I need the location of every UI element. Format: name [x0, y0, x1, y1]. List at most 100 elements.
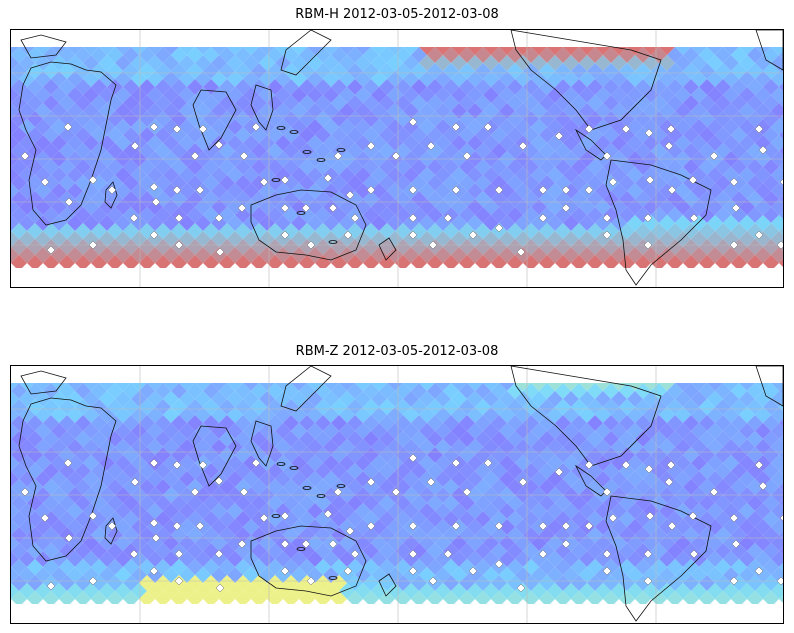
- station-marker: [88, 576, 98, 586]
- station-marker: [602, 151, 612, 161]
- data-cell: [459, 591, 475, 607]
- station-marker: [64, 197, 74, 207]
- coastline: [104, 181, 118, 209]
- panel-title-top: RBM-H 2012-03-05-2012-03-08: [295, 7, 499, 22]
- data-cell: [779, 227, 783, 235]
- coastline: [250, 84, 274, 131]
- data-cell: [11, 135, 19, 151]
- station-marker: [758, 145, 768, 155]
- coastline: [104, 517, 118, 545]
- data-cell: [11, 591, 27, 607]
- data-cell: [771, 135, 783, 151]
- station-marker: [688, 511, 698, 521]
- data-cell: [395, 591, 411, 607]
- data-cell: [11, 55, 19, 71]
- coastline: [605, 159, 712, 286]
- data-cell: [779, 131, 783, 139]
- station-marker: [333, 487, 343, 497]
- data-cell: [123, 255, 139, 271]
- data-cell: [779, 99, 783, 107]
- station-marker: [666, 460, 676, 470]
- map-margin-bottom: [11, 604, 783, 623]
- island-outline: [271, 178, 281, 182]
- station-marker: [237, 539, 247, 549]
- map-margin-top: [11, 366, 783, 383]
- data-cell: [555, 591, 571, 607]
- station-marker: [554, 131, 564, 141]
- station-marker: [214, 549, 224, 559]
- station-marker: [426, 141, 436, 151]
- data-cell: [771, 71, 783, 87]
- data-cell: [771, 423, 783, 439]
- data-cell: [771, 583, 783, 599]
- station-marker: [729, 177, 739, 187]
- data-cell: [771, 199, 783, 215]
- station-marker: [602, 230, 612, 240]
- station-marker: [345, 526, 355, 536]
- station-marker: [301, 203, 311, 213]
- station-marker: [644, 464, 654, 474]
- station-marker: [688, 175, 698, 185]
- station-marker: [462, 487, 472, 497]
- station-marker: [63, 458, 73, 468]
- coastline: [510, 366, 662, 467]
- island-outline: [289, 130, 299, 134]
- data-cell: [443, 255, 459, 271]
- data-cell: [11, 439, 19, 455]
- data-cell: [771, 247, 783, 263]
- data-cell: [11, 471, 19, 487]
- station-marker: [754, 566, 764, 576]
- data-cell: [43, 255, 59, 271]
- station-marker: [280, 175, 290, 185]
- data-cell: [635, 255, 651, 271]
- data-cell: [219, 591, 235, 607]
- station-marker: [215, 247, 225, 257]
- data-cell: [771, 55, 783, 71]
- data-cell: [11, 583, 19, 599]
- station-marker: [729, 513, 739, 523]
- station-marker: [645, 511, 655, 521]
- station-marker: [149, 230, 159, 240]
- data-cell: [267, 255, 283, 271]
- data-cell: [491, 591, 507, 607]
- station-marker: [754, 230, 764, 240]
- station-marker: [408, 117, 418, 127]
- data-cell: [11, 199, 19, 215]
- station-marker: [608, 177, 618, 187]
- station-marker: [280, 511, 290, 521]
- data-cell: [779, 163, 783, 171]
- station-marker: [779, 514, 783, 522]
- station-marker: [237, 203, 247, 213]
- data-cell: [771, 439, 783, 455]
- station-marker: [643, 240, 653, 250]
- station-marker: [129, 213, 139, 223]
- data-cell: [11, 87, 19, 103]
- data-cell: [155, 255, 171, 271]
- data-cell: [771, 183, 783, 199]
- station-marker: [561, 203, 571, 213]
- data-cell: [171, 255, 187, 271]
- data-cell: [27, 255, 43, 271]
- station-marker: [345, 190, 355, 200]
- data-cell: [11, 247, 19, 263]
- station-marker: [608, 513, 618, 523]
- station-marker: [451, 458, 461, 468]
- coastline: [605, 495, 712, 622]
- coastline: [18, 397, 117, 562]
- station-marker: [306, 576, 316, 586]
- station-marker: [129, 549, 139, 559]
- data-cell: [331, 255, 347, 271]
- station-marker: [731, 203, 741, 213]
- station-marker: [426, 477, 436, 487]
- station-marker: [190, 487, 200, 497]
- data-cell: [171, 591, 187, 607]
- data-cell: [283, 591, 299, 607]
- data-cell: [603, 591, 619, 607]
- island-outline: [302, 486, 312, 490]
- station-marker: [443, 549, 453, 559]
- data-cell: [203, 255, 219, 271]
- data-cell: [779, 51, 783, 59]
- station-marker: [149, 458, 159, 468]
- coastline: [20, 34, 67, 59]
- station-marker: [391, 487, 401, 497]
